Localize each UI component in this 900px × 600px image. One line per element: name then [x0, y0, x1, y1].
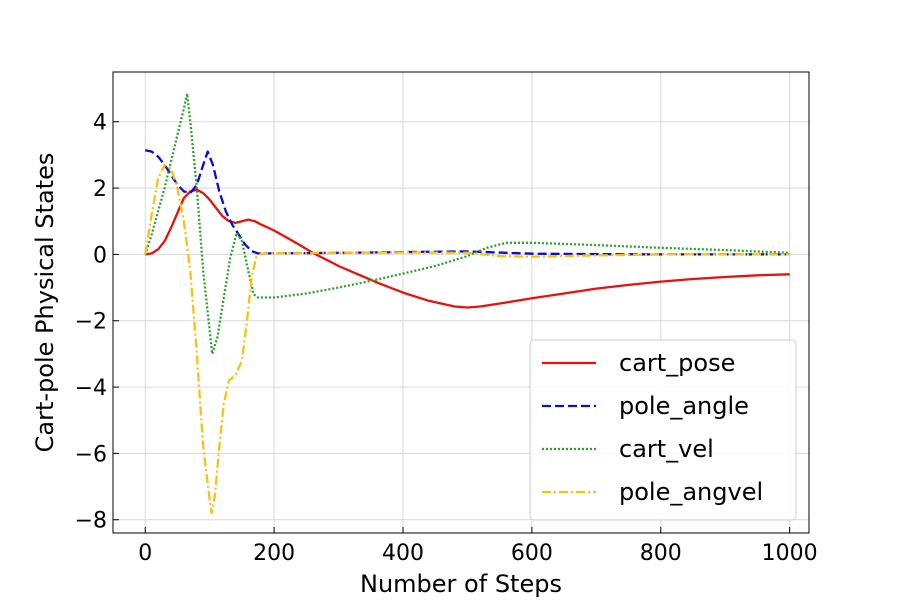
series-line-pole-angvel — [144, 163, 790, 515]
legend-label-cart-pose: cart_pose — [619, 349, 735, 377]
x-tick-label: 0 — [138, 541, 152, 566]
y-tick-label: 4 — [93, 111, 107, 136]
series-line-cart-vel — [144, 92, 790, 356]
x-tick-label: 1000 — [762, 541, 818, 566]
legend-box — [529, 339, 797, 521]
y-tick-label: 0 — [93, 243, 107, 268]
y-tick-label: −4 — [75, 376, 107, 401]
x-axis-ticks: 0 200 400 600 800 1000 — [138, 527, 818, 566]
plot-frame — [112, 71, 810, 534]
legend-label-pole-angle: pole_angle — [619, 392, 749, 420]
y-axis-label: Cart-pole Physical States — [31, 153, 59, 453]
y-axis-ticks: 4 2 0 −2 −4 −6 −8 — [75, 111, 119, 534]
legend-label-cart-vel: cart_vel — [619, 435, 714, 463]
series-layer — [144, 92, 790, 515]
x-tick-label: 200 — [253, 541, 295, 566]
series-line-pole-angle — [144, 149, 790, 256]
x-tick-label: 400 — [382, 541, 424, 566]
y-tick-label: 2 — [93, 177, 107, 202]
x-tick-label: 600 — [511, 541, 553, 566]
series-line-cart-pose — [145, 188, 790, 309]
y-tick-label: −6 — [75, 442, 107, 467]
x-tick-label: 800 — [640, 541, 682, 566]
legend-label-pole-angvel: pole_angvel — [619, 478, 763, 506]
y-tick-label: −8 — [75, 509, 107, 534]
legend: cart_pose pole_angle cart_vel pole_angvel — [529, 339, 797, 521]
y-tick-label: −2 — [75, 310, 107, 335]
x-axis-label: Number of Steps — [360, 570, 562, 598]
